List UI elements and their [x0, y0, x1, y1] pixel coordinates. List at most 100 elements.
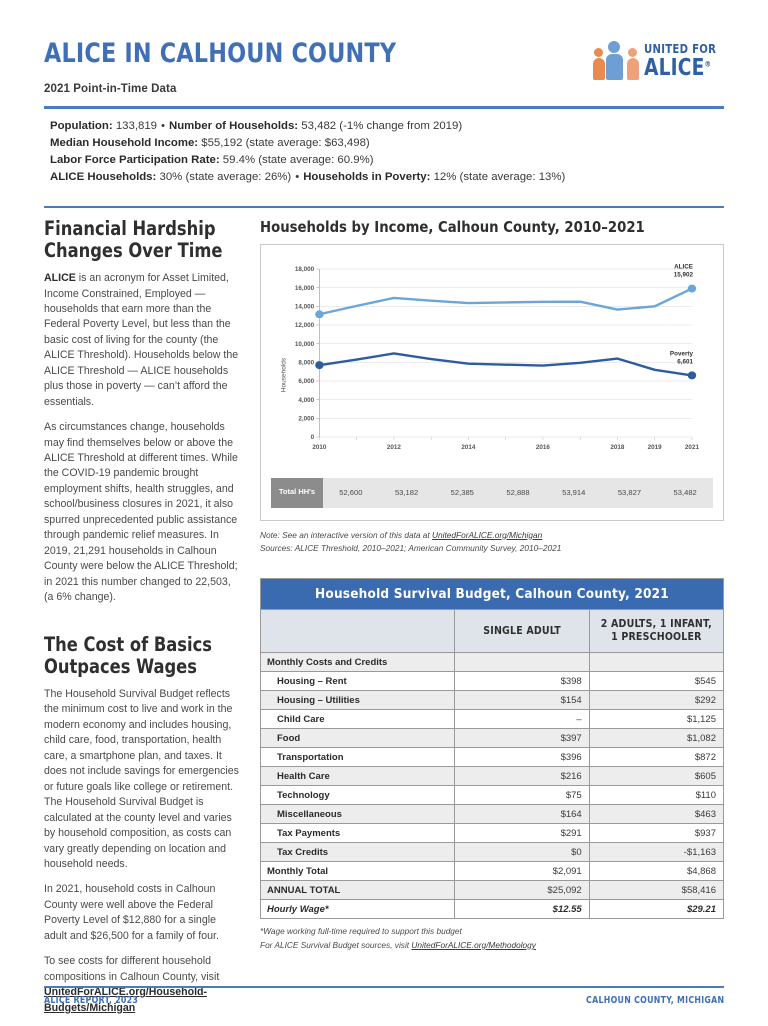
- budget-row-single-value: $12.55: [454, 899, 590, 920]
- chart-y-axis-label: Households: [281, 357, 288, 392]
- page-subtitle: 2021 Point-in-Time Data: [44, 83, 177, 95]
- chart-totals-row: Total HH's 52,600 53,182 52,385 52,888 53,91…: [271, 477, 713, 508]
- budget-row-single-value: $75: [454, 785, 590, 806]
- svg-text:2012: 2012: [387, 444, 402, 451]
- table-row: Health Care $216 $605: [259, 766, 725, 787]
- figure-orange-right: [626, 47, 639, 80]
- population-value: 133,819: [115, 119, 157, 132]
- table-row: Technology $75 $110: [259, 785, 725, 806]
- population-label: Population:: [50, 119, 113, 132]
- budget-col-family-line1: 2 ADULTS, 1 INFANT,: [600, 617, 712, 630]
- totals-row-values: 52,600 53,182 52,385 52,888 53,914 53,827 53,4…: [323, 478, 713, 508]
- budget-row-label: Food: [259, 728, 456, 749]
- chart-sources-line: Sources: ALICE Threshold, 2010–2021; Ame…: [260, 543, 562, 554]
- budget-row-family-value: $872: [588, 747, 725, 768]
- poverty-households-value: 12% (state average: 13%): [433, 171, 566, 184]
- alice-households-label: ALICE Households:: [50, 171, 157, 184]
- svg-text:2014: 2014: [461, 444, 476, 451]
- median-income-value: $55,192 (state average: $63,498): [201, 136, 370, 149]
- table-row: Transportation $396 $872: [259, 747, 725, 768]
- budget-row-label: Health Care: [259, 766, 456, 787]
- budget-row-single-value: $0: [454, 842, 590, 863]
- totals-cell: 53,914: [562, 488, 586, 498]
- footer-county-label: CALHOUN COUNTY, MICHIGAN: [585, 995, 724, 1006]
- chart-note: Note: See an interactive version of this…: [260, 529, 724, 556]
- svg-text:8,000: 8,000: [298, 359, 314, 366]
- header-divider: [44, 106, 724, 109]
- page-title: ALICE IN CALHOUN COUNTY: [44, 38, 397, 69]
- budget-row-single-value: $25,092: [454, 880, 590, 901]
- totals-cell: 53,827: [617, 488, 642, 498]
- svg-text:2,000: 2,000: [298, 415, 314, 422]
- table-row: Housing – Utilities $154 $292: [259, 690, 725, 711]
- budget-row-single-value: $396: [454, 747, 590, 768]
- logo-united-text: UNITED FOR: [643, 41, 716, 56]
- paragraph-household-budgets-link: To see costs for different household com…: [44, 954, 240, 1016]
- stat-bullet-2: •: [295, 171, 300, 184]
- household-budgets-link[interactable]: UnitedForALICE.org/Household-Budgets/Mic…: [44, 986, 208, 1014]
- figure-orange-left: [592, 47, 605, 80]
- left-column: Financial Hardship Changes Over Time ALI…: [44, 216, 240, 1026]
- budget-footnote-text: For ALICE Survival Budget sources, visit: [260, 939, 412, 950]
- totals-cell: 53,482: [673, 488, 697, 498]
- median-income-label: Median Household Income:: [50, 136, 199, 149]
- chart-x-axis-ticks: 2010 2012 2014 2016 2018 2019 2021: [312, 436, 700, 451]
- household-survival-budget-table: Household Survival Budget, Calhoun Count…: [259, 577, 725, 920]
- svg-text:12,000: 12,000: [295, 322, 315, 329]
- totals-cell: 52,600: [339, 488, 363, 498]
- budget-row-single-value: $397: [454, 728, 590, 749]
- chart-title: Households by Income, Calhoun County, 20…: [260, 217, 645, 236]
- budget-row-family-value: [588, 652, 725, 673]
- households-by-income-chart: 0 2,000 4,000 6,000 8,000 10,000 12,000 14,000 1…: [260, 243, 724, 521]
- budget-row-label: Tax Payments: [259, 823, 456, 844]
- budget-row-single-value: $154: [454, 690, 590, 711]
- budget-row-label: Housing – Utilities: [259, 690, 456, 711]
- table-row: ANNUAL TOTAL $25,092 $58,416: [259, 880, 725, 901]
- stat-line-3: Labor Force Participation Rate: 59.4% (s…: [50, 152, 724, 169]
- budget-row-family-value: $1,125: [588, 709, 725, 730]
- households-value: 53,482 (-1% change from 2019): [301, 119, 463, 132]
- table-row: Housing – Rent $398 $545: [259, 671, 725, 692]
- paragraph-circumstances: As circumstances change, households may …: [44, 421, 238, 604]
- table-row: Hourly Wage* $12.55 $29.21: [259, 899, 725, 920]
- budget-col-family: 2 ADULTS, 1 INFANT, 1 PRESCHOOLER: [588, 608, 725, 654]
- stat-bullet: •: [161, 119, 165, 132]
- svg-text:15,902: 15,902: [674, 271, 694, 278]
- methodology-link[interactable]: UnitedForALICE.org/Methodology: [411, 939, 536, 950]
- budget-row-label: Technology: [259, 785, 456, 806]
- chart-svg: 0 2,000 4,000 6,000 8,000 10,000 12,000 14,000 1…: [281, 263, 700, 451]
- totals-cell: 52,385: [450, 488, 474, 498]
- chart-series: [315, 284, 697, 380]
- budget-row-label: Transportation: [259, 747, 456, 768]
- svg-text:2010: 2010: [312, 444, 327, 451]
- chart-gridlines: [319, 268, 692, 437]
- labor-rate-value: 59.4% (state average: 60.9%): [222, 154, 374, 167]
- labor-rate-label: Labor Force Participation Rate:: [50, 154, 220, 167]
- budget-row-single-value: [454, 652, 590, 673]
- table-row: Monthly Total $2,091 $4,868: [259, 861, 725, 882]
- table-row: Tax Payments $291 $937: [259, 823, 725, 844]
- budget-row-single-value: $216: [454, 766, 590, 787]
- households-label: Number of Households:: [169, 119, 299, 132]
- footer-divider: [44, 985, 724, 988]
- totals-cell: 53,182: [394, 488, 419, 498]
- alice-acronym: ALICE: [44, 272, 76, 285]
- body-columns: Financial Hardship Changes Over Time ALI…: [44, 216, 725, 1026]
- footer-report-label: ALICE REPORT, 2023: [44, 995, 139, 1006]
- svg-text:2021: 2021: [685, 444, 700, 451]
- summary-statistics: Population: 133,819 • Number of Households…: [44, 109, 724, 195]
- section-heading-financial-hardship: Financial Hardship Changes Over Time: [44, 216, 223, 262]
- logo-alice-text: ALICE®: [643, 54, 711, 81]
- united-for-alice-logo: UNITED FOR ALICE®: [592, 38, 724, 80]
- paragraph-survival-budget: The Household Survival Budget reflects t…: [44, 688, 239, 870]
- svg-text:18,000: 18,000: [295, 266, 315, 273]
- svg-text:4,000: 4,000: [298, 397, 314, 404]
- footer-row: ALICE REPORT, 2023 CALHOUN COUNTY, MICHI…: [44, 988, 724, 1006]
- poverty-households-label: Households in Poverty:: [303, 171, 431, 184]
- chart-note-line: Note: See an interactive version of this…: [260, 529, 724, 543]
- svg-text:2018: 2018: [610, 444, 625, 451]
- logo-wordmark: UNITED FOR ALICE®: [644, 40, 724, 80]
- svg-text:2016: 2016: [536, 444, 551, 451]
- interactive-data-link[interactable]: UnitedForALICE.org/Michigan: [432, 529, 543, 540]
- budget-row-single-value: –: [454, 709, 590, 730]
